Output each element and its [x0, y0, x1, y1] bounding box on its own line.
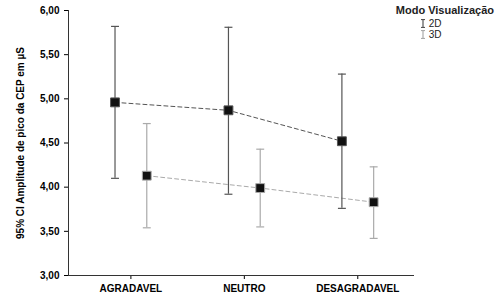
html-text:3D: 3D: [428, 29, 442, 40]
svg-text:AGRADAVEL: AGRADAVEL: [100, 283, 163, 294]
svg-text:5,00: 5,00: [40, 93, 60, 104]
svg-text:5,50: 5,50: [40, 49, 60, 60]
svg-text:DESAGRADAVEL: DESAGRADAVEL: [316, 283, 399, 294]
svg-text:4,50: 4,50: [40, 137, 60, 148]
svg-text:4,00: 4,00: [40, 181, 60, 192]
svg-text:NEUTRO: NEUTRO: [223, 283, 265, 294]
svg-text:95% CI Amplitude de pico da CE: 95% CI Amplitude de pico da CEP em µS: [15, 47, 26, 239]
html-text:2D: 2D: [428, 18, 442, 29]
svg-text:3,50: 3,50: [40, 226, 60, 237]
svg-text:3,00: 3,00: [40, 270, 60, 281]
svg-text:6,00: 6,00: [40, 5, 60, 16]
html-text:Modo Visualização: Modo Visualização: [395, 4, 494, 16]
